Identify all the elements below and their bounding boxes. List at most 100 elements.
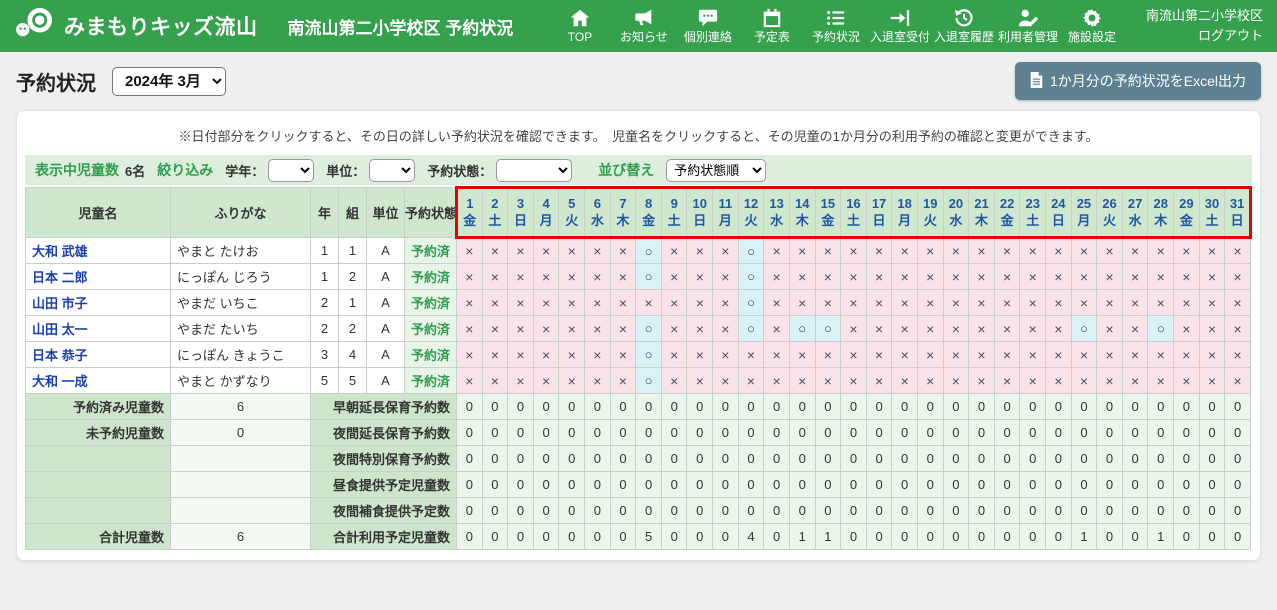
- summary-day-value: 0: [1019, 419, 1047, 446]
- reservation-status-cell: 予約済: [404, 263, 457, 290]
- nav-item-checkin[interactable]: 入退室受付: [870, 7, 930, 44]
- day-mark-cell: ×: [1173, 341, 1200, 368]
- day-mark-cell: ×: [609, 263, 637, 290]
- day-mark-cell: ×: [788, 341, 816, 368]
- date-column-header[interactable]: 13 水: [763, 186, 790, 239]
- date-column-header[interactable]: 31 日: [1224, 186, 1252, 239]
- summary-day-value: 0: [635, 393, 662, 420]
- app-logo[interactable]: みまもりキッズ流山: [14, 6, 258, 46]
- child-name-link[interactable]: 山田 市子: [32, 296, 88, 311]
- day-mark-cell: ×: [891, 341, 918, 368]
- day-mark-cell: ×: [1019, 289, 1047, 316]
- child-name-link[interactable]: 大和 一成: [32, 374, 88, 389]
- date-column-header[interactable]: 16 土: [840, 186, 867, 239]
- day-mark-cell: ×: [1096, 367, 1123, 394]
- day-mark-cell: ×: [481, 367, 509, 394]
- summary-day-value: 0: [916, 523, 944, 550]
- nav-item-settings[interactable]: 施設設定: [1062, 7, 1122, 44]
- grade-filter-select[interactable]: [268, 158, 315, 182]
- child-name-link[interactable]: 日本 恭子: [32, 348, 88, 363]
- nav-item-history[interactable]: 入退室履歴: [934, 7, 994, 44]
- date-column-header[interactable]: 24 日: [1045, 186, 1072, 239]
- summary-row: 夜間補食提供予定数 0 0 0 0 0 0 0 0 0 0 0 0 0 0 0 0 0 0 0 0 0 0 0 0 0 0 0 0 0 0 0: [25, 497, 1251, 524]
- summary-day-value: 0: [481, 523, 509, 550]
- summary-day-value: 0: [1147, 419, 1175, 446]
- summary-day-value: 0: [558, 471, 586, 498]
- excel-export-button[interactable]: 1か月分の予約状況をExcel出力: [1014, 62, 1261, 100]
- nav-item-contact[interactable]: 個別連絡: [678, 7, 738, 44]
- date-column-header[interactable]: 18 月: [891, 186, 918, 239]
- date-column-header[interactable]: 12 火: [737, 186, 765, 239]
- date-column-header[interactable]: 15 金: [814, 186, 842, 239]
- date-column-header[interactable]: 20 水: [942, 186, 970, 239]
- date-column-header[interactable]: 23 土: [1019, 186, 1047, 239]
- child-name-cell: 大和 武雄: [25, 237, 171, 264]
- summary-left-label: 予約済み児童数: [25, 393, 171, 420]
- summary-day-value: 0: [865, 471, 893, 498]
- day-mark-cell: ×: [1147, 341, 1175, 368]
- summary-day-value: 0: [712, 497, 739, 524]
- child-name-link[interactable]: 山田 太一: [32, 322, 88, 337]
- day-mark-cell: ×: [968, 263, 995, 290]
- date-column-header[interactable]: 10 日: [686, 186, 714, 239]
- day-mark-cell: ○: [1070, 315, 1098, 342]
- filter-bar: 表示中児童数 6名 絞り込み 学年： 単位： 予約状態： 並び替え 予約状態順: [25, 155, 1252, 185]
- child-name-link[interactable]: 日本 二郎: [32, 270, 88, 285]
- month-select[interactable]: 2024年 3月: [112, 66, 226, 96]
- day-mark-cell: ×: [993, 367, 1021, 394]
- summary-day-value: 0: [507, 471, 534, 498]
- summary-day-value: 0: [840, 497, 867, 524]
- date-column-header[interactable]: 14 木: [788, 186, 816, 239]
- date-column-header[interactable]: 26 火: [1096, 186, 1123, 239]
- nav-item-label: 施設設定: [1067, 30, 1116, 45]
- unit-cell: A: [366, 367, 405, 394]
- date-column-header[interactable]: 21 木: [968, 186, 995, 239]
- sort-select[interactable]: 予約状態順: [666, 158, 767, 182]
- date-column-header[interactable]: 28 木: [1147, 186, 1175, 239]
- day-mark-cell: ×: [507, 367, 534, 394]
- summary-day-value: 0: [968, 497, 995, 524]
- child-name-link[interactable]: 大和 武雄: [32, 244, 88, 259]
- nav-item-users[interactable]: 利用者管理: [998, 7, 1058, 44]
- day-mark-cell: ×: [481, 341, 509, 368]
- logout-link[interactable]: ログアウト: [1197, 28, 1263, 43]
- summary-day-value: 0: [763, 523, 790, 550]
- day-mark-cell: ×: [1224, 367, 1251, 394]
- nav-item-label: 入退室受付: [869, 30, 930, 45]
- date-column-header[interactable]: 27 水: [1121, 186, 1149, 239]
- date-column-header[interactable]: 30 土: [1198, 186, 1226, 239]
- day-mark-cell: ×: [763, 367, 790, 394]
- nav-item-top[interactable]: TOP: [550, 7, 610, 44]
- date-column-header[interactable]: 25 月: [1070, 186, 1098, 239]
- date-column-header[interactable]: 22 金: [993, 186, 1021, 239]
- date-column-header[interactable]: 19 火: [916, 186, 944, 239]
- summary-day-value: 0: [891, 419, 918, 446]
- date-column-header[interactable]: 29 金: [1173, 186, 1200, 239]
- summary-day-value: 0: [507, 445, 534, 472]
- date-column-header[interactable]: 17 日: [865, 186, 893, 239]
- day-mark-cell: ×: [1096, 315, 1123, 342]
- day-mark-cell: ×: [1045, 237, 1072, 264]
- unit-filter-select[interactable]: [369, 158, 416, 182]
- summary-day-value: 0: [814, 497, 842, 524]
- date-column-header[interactable]: 11 月: [712, 186, 739, 239]
- day-mark-cell: ×: [1070, 341, 1098, 368]
- nav-item-news[interactable]: お知らせ: [614, 7, 674, 44]
- day-mark-cell: ×: [609, 341, 637, 368]
- unit-cell: A: [366, 315, 405, 342]
- day-mark-cell: ×: [584, 237, 611, 264]
- nav-item-reservations[interactable]: 予約状況: [806, 7, 866, 44]
- status-filter-select[interactable]: [496, 158, 573, 182]
- summary-day-value: 0: [635, 497, 662, 524]
- nav-item-schedule[interactable]: 予定表: [742, 7, 802, 44]
- summary-day-value: 0: [1147, 445, 1175, 472]
